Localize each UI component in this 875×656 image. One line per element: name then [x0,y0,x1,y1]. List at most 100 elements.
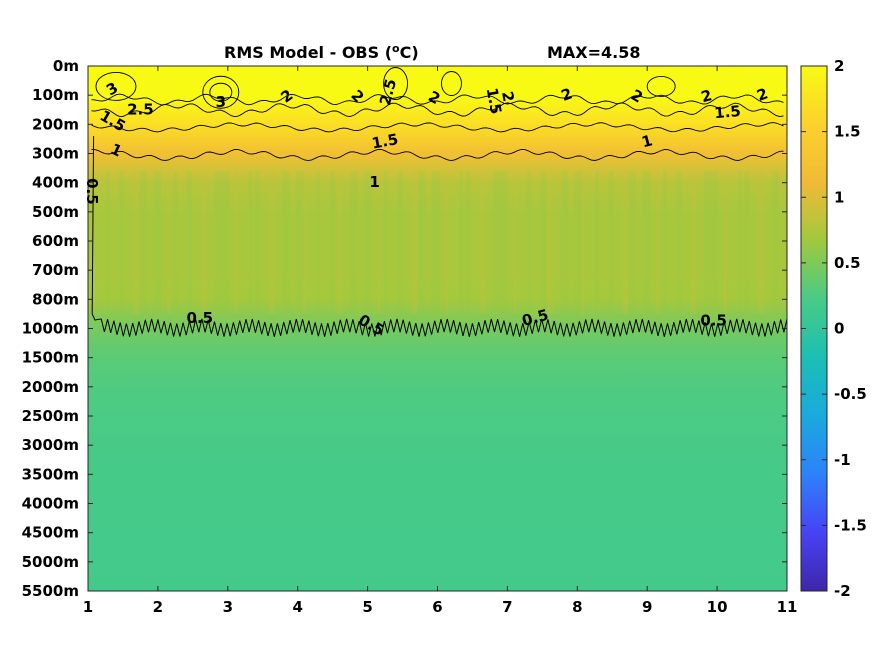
y-tick-label: 400m [32,174,79,192]
heatmap-hotspot [695,66,740,95]
heatmap-hotspot [275,66,320,95]
heatmap-streak [418,171,426,314]
heatmap-streak [581,171,585,314]
heatmap-hotspot [366,66,411,92]
x-tick-label: 2 [153,598,163,616]
colorbar-tick-label: 0 [834,320,844,338]
heatmap-streak [330,171,335,314]
x-tick-label: 5 [362,598,372,616]
contour-ring [646,75,676,97]
heatmap-streak [105,171,110,314]
heatmap-streak [166,171,170,314]
heatmap-streak [662,171,667,314]
y-tick-label: 200m [32,115,79,133]
contour-label: 1 [369,173,379,191]
colorbar-tick-label: -1.5 [834,516,867,534]
contour-label: 2 [699,86,714,106]
heatmap-streak [384,171,389,314]
x-tick-label: 8 [572,598,582,616]
heatmap-streak [132,171,139,314]
heatmap-streak [316,171,321,314]
contour-0.5 [91,135,787,337]
max-value-label: MAX=4.58 [547,43,641,62]
y-tick-label: 4000m [22,495,79,513]
heatmap-streak [445,171,449,314]
colorbar-tick-label: -1 [834,451,851,469]
x-tick-label: 3 [223,598,233,616]
heatmap-streak [499,171,508,314]
heatmap-streak [255,171,261,314]
contour-label: 2.5 [127,100,154,118]
heatmap-streak [785,171,787,314]
heatmap-streak [493,171,501,314]
contour-ring [209,82,233,102]
y-tick-label: 300m [32,145,79,163]
x-tick-label: 1 [83,598,93,616]
contour-label: 0.5 [83,178,101,205]
heatmap-streak [302,171,306,314]
heatmap-hotspot [88,78,131,107]
contour-label: 0.5 [700,312,727,330]
contour-label: 3 [216,93,226,111]
contour-2 [91,93,784,106]
heatmap-streak [744,171,750,314]
chart-title: RMS Model - OBS (oC) [224,42,419,62]
y-tick-label: 1500m [22,349,79,367]
y-tick-label: 5000m [22,553,79,571]
heatmap-streak [139,171,147,314]
heatmap-streak [622,171,629,314]
y-axis: 0m 100m 200m 300m 400m 500m 600m 700m 800m 1000m 1… [22,57,787,600]
contour-label: 1.5 [483,86,505,115]
heatmap-hotspot [541,66,586,92]
heatmap-streak [282,171,290,314]
heatmap-streak [411,171,418,314]
heatmap-streak [336,171,343,314]
contour-label: 1.5 [714,102,742,122]
contour-ring [383,67,409,100]
heatmap-streak [608,171,614,314]
heatmap-hotspot [744,66,787,89]
x-tick-label: 10 [707,598,728,616]
y-tick-label: 5500m [22,582,79,600]
plot-area [88,66,787,591]
heatmap-streak [214,171,222,314]
x-axis: 1 2 3 4 5 6 7 8 9 10 11 [83,66,798,616]
heatmap-streaks [88,66,787,314]
contour-lines [91,67,787,337]
y-tick-label: 3000m [22,436,79,454]
contour-label: 2 [498,90,518,103]
y-tick-label: 4500m [22,524,79,542]
contour-1 [91,149,784,162]
y-tick-label: 600m [32,232,79,250]
heatmap-streak [656,171,660,314]
colorbar-tick-label: 1.5 [834,123,861,141]
heatmap-hotspot [625,66,670,95]
heatmap-streak [676,171,682,314]
y-tick-label: 1000m [22,320,79,338]
heatmap-streak [119,171,125,314]
contour-label: 0.5 [187,309,214,327]
colorbar-tick-label: -0.5 [834,385,867,403]
heatmap-streak [431,171,440,314]
heatmap-streak [513,171,517,314]
colorbar-tick-label: 0.5 [834,254,861,272]
contour-label: 1.5 [370,130,399,152]
heatmap-streak [710,171,719,314]
colorbar-tick-label: -2 [834,582,851,600]
heatmap-streak [561,171,568,314]
heatmap-streak [363,171,372,314]
y-tick-label: 0m [53,57,79,75]
x-tick-label: 11 [777,598,798,616]
heatmap-streak [187,171,193,314]
heatmap-streak [268,171,275,314]
heatmap-streak [296,171,305,314]
heatmap-streak [690,171,697,314]
colorbar-tick-label: 1 [834,188,844,206]
heatmap-streak [350,171,358,314]
heatmap-streak [628,171,636,314]
heatmap-streak [459,171,464,314]
heatmap-streak [574,171,583,314]
heatmap-streak [703,171,711,314]
heatmap-streak [540,171,546,314]
